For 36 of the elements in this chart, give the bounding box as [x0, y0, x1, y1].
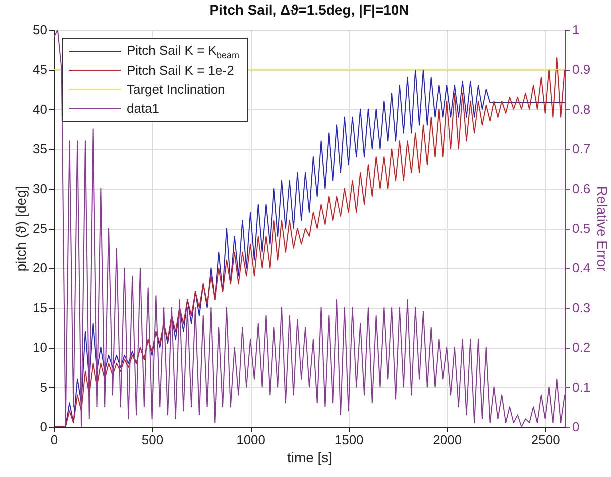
legend-label: data1: [127, 101, 160, 116]
y2-tick-label: 0.3: [572, 300, 591, 316]
x-tick-label: 1500: [334, 432, 364, 448]
legend-label: Pitch Sail K = 1e-2: [127, 63, 234, 78]
y-tick-label: 30: [33, 181, 48, 196]
y2-tick-label: 0.8: [572, 102, 591, 117]
x-tick-label: 2000: [433, 432, 462, 448]
legend-label: Pitch Sail K = K$_{beam}$: [127, 42, 240, 60]
y2-tick-label: 0.4: [572, 260, 591, 276]
y-tick-label: 40: [33, 102, 48, 117]
y2-tick-label: 0.2: [572, 340, 591, 356]
y2-axis-title: Relative Error: [594, 186, 611, 272]
y-tick-label: 20: [33, 260, 48, 276]
y2-tick-label: 0.1: [572, 380, 591, 395]
y-tick-label: 45: [33, 62, 48, 78]
chart-title: Pitch Sail, Δϑ=1.5deg, |F|=10N: [210, 2, 410, 19]
y-tick-label: 50: [33, 22, 48, 38]
y-tick-label: 15: [33, 300, 48, 316]
y2-tick-label: 0: [572, 420, 580, 434]
y-tick-label: 35: [33, 142, 48, 157]
y2-tick-label: 1: [572, 22, 580, 38]
x-axis-title: time [s]: [287, 450, 333, 466]
y2-tick-label: 0.6: [572, 181, 591, 196]
y2-tick-label: 0.5: [572, 221, 591, 236]
y2-tick-label: 0.9: [572, 62, 591, 78]
y-tick-label: 25: [33, 221, 48, 236]
x-tick-label: 500: [142, 432, 164, 448]
legend-label: Target Inclination: [127, 82, 226, 97]
x-tick-label: 2500: [531, 432, 560, 448]
y-tick-label: 0: [40, 420, 48, 434]
y2-tick-label: 0.7: [572, 142, 591, 157]
x-tick-label: 1000: [236, 432, 266, 448]
y-axis-title: pitch (ϑ) [deg]: [13, 186, 30, 272]
y-tick-label: 10: [33, 340, 48, 356]
x-tick-label: 0: [50, 432, 58, 448]
y-tick-label: 5: [40, 380, 48, 395]
